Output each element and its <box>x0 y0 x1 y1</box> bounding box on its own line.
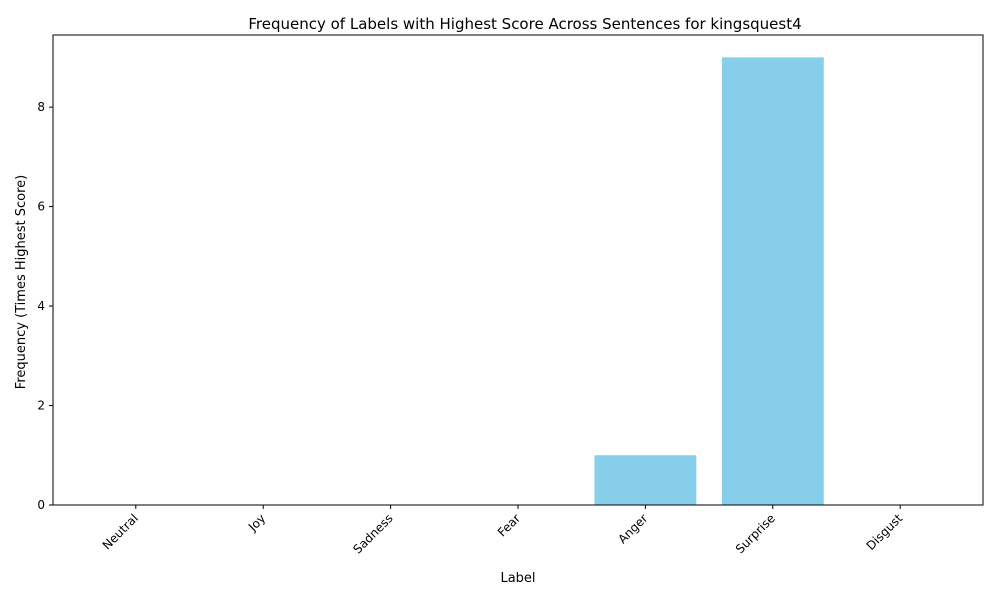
chart-title: Frequency of Labels with Highest Score A… <box>248 15 801 33</box>
x-tick-label-sadness: Sadness <box>350 511 395 556</box>
y-tick-label-2: 2 <box>37 399 45 413</box>
x-tick-label-anger: Anger <box>615 511 650 546</box>
x-tick-label-surprise: Surprise <box>733 511 778 556</box>
y-tick-label-8: 8 <box>37 100 45 114</box>
y-ticks-group: 0 2 4 6 8 <box>37 100 53 512</box>
y-tick-label-4: 4 <box>37 299 45 313</box>
bars-group <box>594 57 824 505</box>
plot-frame <box>52 34 984 506</box>
y-axis-label: Frequency (Times Highest Score) <box>14 175 29 389</box>
x-tick-label-disgust: Disgust <box>864 511 906 553</box>
x-tick-label-joy: Joy <box>245 511 268 534</box>
bar-surprise <box>721 57 824 505</box>
x-tick-label-neutral: Neutral <box>100 511 141 552</box>
y-tick-label-0: 0 <box>37 498 45 512</box>
bar-anger <box>594 455 697 505</box>
x-tick-label-fear: Fear <box>495 511 523 539</box>
y-tick-label-6: 6 <box>37 200 45 214</box>
x-ticks-group: Neutral Joy Sadness Fear Anger Surprise Disgus… <box>100 505 906 557</box>
x-axis-label: Label <box>500 571 535 586</box>
